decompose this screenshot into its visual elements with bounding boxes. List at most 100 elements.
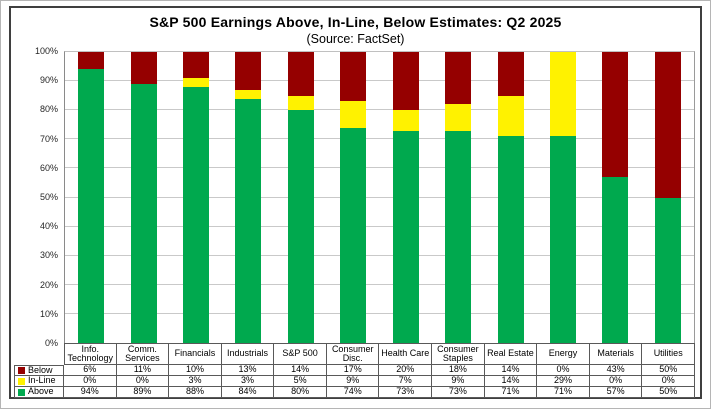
y-tick-label: 50%: [39, 192, 58, 202]
value-cell: 57%: [589, 387, 643, 398]
in-line-swatch-icon: [18, 377, 25, 385]
bar-segment-in-line: [287, 95, 314, 111]
value-cell: 50%: [642, 387, 695, 398]
value-cell: 9%: [326, 376, 380, 387]
category-header: Consumer Staples: [432, 343, 485, 365]
bar-segment-in-line: [497, 95, 524, 137]
bar-info-technology: [78, 52, 105, 343]
bar-segment-above: [130, 84, 157, 343]
bar-slot: [117, 52, 169, 343]
gridline: [65, 283, 694, 285]
bar-segment-above: [78, 69, 105, 343]
value-cell: 71%: [484, 387, 538, 398]
bar-comm-services: [130, 52, 157, 343]
bar-slot: [589, 52, 641, 343]
bar-segment-in-line: [550, 52, 576, 137]
bar-s-p-500: [287, 52, 314, 343]
bar-slot: [222, 52, 274, 343]
bar-segment-below: [497, 52, 524, 96]
value-cell: 84%: [221, 387, 275, 398]
y-tick-label: 90%: [39, 75, 58, 86]
gridline: [65, 138, 694, 140]
category-header: Info. Technology: [64, 343, 117, 365]
bar-consumer-staples: [445, 52, 472, 343]
value-cell: 3%: [169, 376, 222, 387]
bar-segment-above: [602, 177, 629, 343]
bar-segment-in-line: [183, 78, 210, 87]
chart-subtitle: (Source: FactSet): [306, 32, 405, 46]
bar-segment-below: [445, 52, 472, 105]
bar-slot: [275, 52, 327, 343]
gridline: [65, 312, 694, 314]
bar-segment-above: [497, 136, 524, 343]
bar-segment-in-line: [392, 110, 419, 131]
value-cell: 13%: [221, 365, 275, 376]
category-header: Materials: [589, 343, 643, 365]
y-tick-label: 70%: [39, 133, 58, 144]
legend-cell-below: Below: [14, 365, 64, 376]
gridline: [65, 196, 694, 198]
bar-segment-above: [550, 136, 576, 343]
bar-slot: [537, 52, 589, 343]
category-header: Real Estate: [484, 343, 538, 365]
value-cell: 6%: [64, 365, 117, 376]
bar-energy: [550, 52, 576, 343]
bar-series-container: [65, 52, 694, 343]
value-cell: 9%: [432, 376, 485, 387]
value-cell: 10%: [169, 365, 222, 376]
y-axis: 0% 10% 20% 30% 40% 50% 60% 70% 80% 90% 100%: [14, 46, 64, 348]
chart-frame: S&P 500 Earnings Above, In-Line, Below E…: [9, 6, 702, 399]
bar-segment-below: [654, 52, 681, 198]
value-cell: 74%: [326, 387, 380, 398]
above-swatch-icon: [18, 388, 25, 396]
bar-financials: [183, 52, 210, 343]
gridline: [65, 167, 694, 169]
category-header: S&P 500: [274, 343, 327, 365]
bar-segment-below: [602, 52, 629, 178]
gridline: [65, 254, 694, 256]
legend-label: Below: [28, 365, 53, 375]
table-corner-cell: [14, 343, 64, 365]
value-cell: 71%: [537, 387, 590, 398]
bar-segment-above: [445, 130, 472, 343]
value-cell: 0%: [642, 376, 695, 387]
value-cell: 11%: [116, 365, 170, 376]
bar-utilities: [654, 52, 681, 343]
value-cell: 20%: [379, 365, 433, 376]
y-tick-label: 0%: [44, 338, 58, 348]
bar-materials: [602, 52, 629, 343]
value-cell: 89%: [116, 387, 170, 398]
below-swatch-icon: [18, 367, 25, 374]
bar-real-estate: [497, 52, 524, 343]
gridline: [65, 109, 694, 111]
bar-segment-above: [392, 130, 419, 343]
bar-segment-below: [392, 52, 419, 111]
bar-segment-above: [654, 197, 681, 343]
bar-slot: [65, 52, 117, 343]
bar-slot: [484, 52, 536, 343]
value-cell: 0%: [116, 376, 170, 387]
value-cell: 3%: [221, 376, 275, 387]
value-cell: 17%: [326, 365, 380, 376]
plot-row: 0% 10% 20% 30% 40% 50% 60% 70% 80% 90% 100%: [14, 46, 695, 348]
value-cell: 7%: [379, 376, 433, 387]
data-table: Info. Technology Comm. Services Financials…: [14, 343, 695, 398]
bar-slot: [642, 52, 694, 343]
category-header: Health Care: [379, 343, 433, 365]
value-cell: 88%: [169, 387, 222, 398]
bar-segment-above: [287, 110, 314, 343]
bar-segment-in-line: [445, 104, 472, 131]
y-tick-label: 10%: [39, 308, 58, 319]
value-cell: 80%: [274, 387, 327, 398]
value-cell: 73%: [432, 387, 485, 398]
bar-slot: [432, 52, 484, 343]
bar-segment-below: [78, 52, 105, 70]
bar-consumer-disc: [340, 52, 367, 343]
value-cell: 14%: [274, 365, 327, 376]
value-cell: 29%: [537, 376, 590, 387]
legend-cell-above: Above: [14, 387, 64, 398]
bar-segment-below: [287, 52, 314, 96]
bar-slot: [380, 52, 432, 343]
bar-segment-above: [183, 86, 210, 343]
value-cell: 5%: [274, 376, 327, 387]
